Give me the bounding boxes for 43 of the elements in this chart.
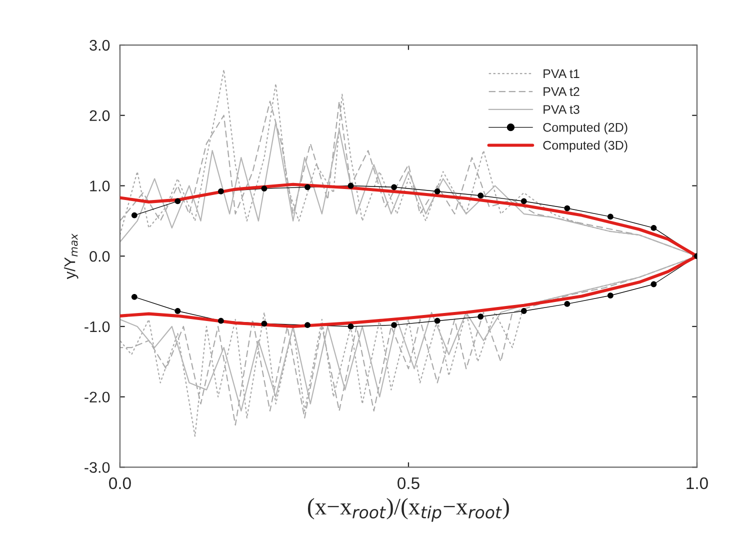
point: [564, 301, 570, 307]
point: [261, 320, 268, 327]
point: [304, 184, 310, 190]
legend-label: Computed (3D): [543, 140, 628, 152]
y-tick-label: -2.0: [84, 392, 110, 403]
point: [520, 198, 527, 204]
y-tick-label: 3.0: [90, 40, 110, 51]
x-axis-title: (x−x$_{root}$)/(x$_{tip}$−x$_{root}$): [308, 498, 509, 522]
point: [391, 322, 397, 328]
point: [304, 322, 310, 328]
point: [391, 184, 397, 190]
point: [261, 186, 268, 192]
y-tick-label: -3.0: [84, 462, 110, 473]
y-tick-label: -1.0: [84, 321, 110, 332]
point: [218, 188, 224, 194]
point: [564, 205, 570, 212]
point: [434, 318, 440, 324]
y-tick-label: 2.0: [90, 110, 110, 122]
point: [434, 188, 440, 194]
point: [650, 281, 657, 288]
point: [174, 198, 181, 204]
point: [348, 324, 354, 330]
point: [478, 314, 484, 320]
y-axis-title: y/Y$_{max}$: [64, 233, 78, 280]
point: [131, 212, 138, 218]
y-tick-label: 0.0: [90, 250, 110, 262]
x-tick-label: 0.5: [398, 477, 420, 490]
point: [607, 214, 614, 220]
point: [174, 308, 181, 314]
point: [650, 225, 657, 231]
x-tick-label: 1.0: [686, 477, 708, 490]
point: [520, 308, 527, 314]
point: [607, 292, 614, 298]
point: [478, 192, 484, 199]
legend-label: PVA t1: [544, 69, 580, 78]
point: [348, 182, 354, 189]
legend-label: PVA t2: [544, 87, 580, 96]
point: [218, 318, 224, 324]
legend-label: PVA t3: [544, 105, 580, 114]
y-tick-label: 1.0: [90, 180, 110, 192]
legend-label: Computed (2D): [543, 122, 628, 134]
x-tick-label: 0.0: [109, 477, 131, 490]
point: [131, 294, 138, 300]
